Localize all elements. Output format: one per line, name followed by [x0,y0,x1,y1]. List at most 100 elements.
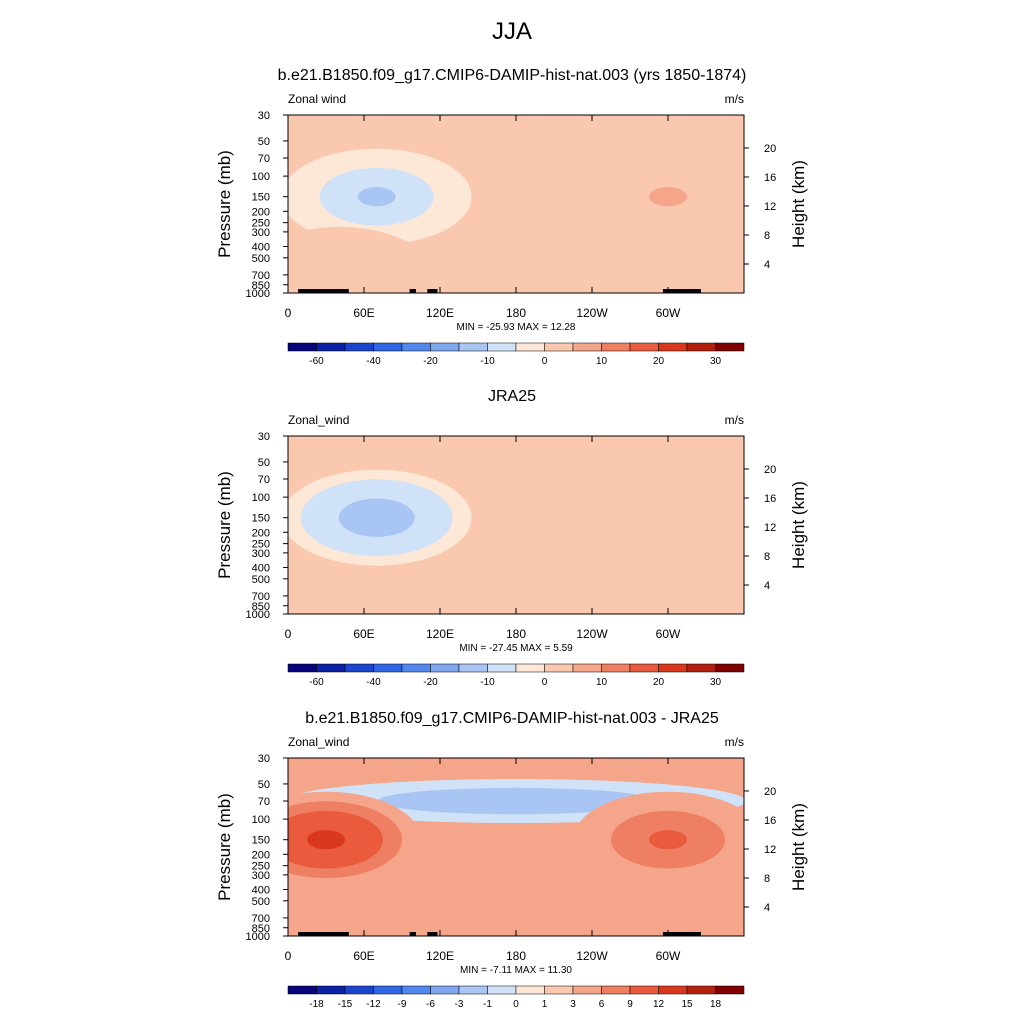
y-tick-label: 70 [258,796,270,808]
y-tick-label: 50 [258,457,270,469]
y2-axis-label: Height (km) [789,160,808,248]
y-tick-label: 300 [252,227,270,239]
colorbar-box [287,663,317,673]
topography [298,932,349,936]
colorbar-box [515,342,545,352]
contour-field [288,758,744,936]
colorbar-box [316,985,346,995]
min-max-text: MIN = -7.11 MAX = 11.30 [460,965,572,976]
y-tick-label: 250 [252,861,270,873]
colorbar-label: -40 [366,677,381,688]
y2-tick-label: 12 [764,844,776,856]
colorbar-label: 15 [681,999,693,1010]
contour-band [649,187,687,207]
panel-title: b.e21.B1850.f09_g17.CMIP6-DAMIP-hist-nat… [305,710,719,727]
colorbar-label: 18 [710,999,722,1010]
x-tick-label: 60E [353,949,374,963]
topography [427,932,438,936]
y-tick-label: 70 [258,153,270,165]
y-tick-label: 150 [252,192,270,204]
y2-tick-label: 20 [764,786,776,798]
colorbar-box [287,342,317,352]
y-axis-label: Pressure (mb) [215,793,234,901]
colorbar-box [572,663,602,673]
colorbar-label: -20 [423,677,438,688]
colorbar-box [686,342,716,352]
y-tick-label: 500 [252,896,270,908]
x-tick-label: 0 [285,627,292,641]
colorbar-box [373,985,403,995]
y-tick-label: 500 [252,574,270,586]
colorbar-label: -20 [423,356,438,367]
x-tick-label: 120W [576,306,608,320]
colorbar-box [715,985,745,995]
colorbar-box [658,985,688,995]
y-tick-label: 1000 [246,288,270,300]
y-tick-label: 400 [252,884,270,896]
colorbar-label: -60 [309,356,324,367]
y-tick-label: 700 [252,270,270,282]
y-tick-label: 400 [252,241,270,253]
colorbar-label: 6 [599,999,605,1010]
y2-tick-label: 20 [764,464,776,476]
x-tick-label: 120W [576,627,608,641]
colorbar-label: 0 [542,677,548,688]
y-tick-label: 1000 [246,931,270,943]
contour-band [547,496,586,516]
colorbar-box [601,663,631,673]
contour-field [288,436,744,614]
colorbar-box [458,985,488,995]
y2-tick-label: 12 [764,201,776,213]
colorbar-label: 9 [627,999,633,1010]
y-tick-label: 100 [252,171,270,183]
y-tick-label: 400 [252,562,270,574]
x-tick-label: 120E [426,949,454,963]
colorbar-box [658,342,688,352]
y2-tick-label: 16 [764,172,776,184]
x-tick-label: 60E [353,627,374,641]
colorbar-box [544,663,574,673]
colorbar-box [629,663,659,673]
units-label: m/s [725,92,744,106]
colorbar-label: 20 [653,677,665,688]
y2-tick-label: 4 [764,580,770,592]
chart-panel-model: b.e21.B1850.f09_g17.CMIP6-DAMIP-hist-nat… [215,67,808,367]
colorbar-box [515,985,545,995]
colorbar-box [373,663,403,673]
colorbar-label: -12 [366,999,381,1010]
colorbar-box [715,663,745,673]
colorbar-box [401,985,431,995]
variable-label: Zonal_wind [288,413,349,427]
colorbar-box [401,342,431,352]
contour-band [470,796,562,806]
contour-band [357,187,396,207]
y2-tick-label: 8 [764,873,770,885]
colorbar-box [458,663,488,673]
colorbar-label: 3 [570,999,576,1010]
topography [409,932,416,936]
x-tick-label: 60W [656,627,681,641]
contour-band [649,830,687,850]
topography [662,932,701,936]
colorbar-box [344,663,374,673]
x-tick-label: 0 [285,949,292,963]
y2-tick-label: 8 [764,230,770,242]
colorbar-label: 30 [710,356,722,367]
y-tick-label: 200 [252,849,270,861]
x-tick-label: 0 [285,306,292,320]
colorbar-box [544,985,574,995]
y-tick-label: 30 [258,110,270,122]
colorbar-label: -3 [455,999,464,1010]
y-tick-label: 250 [252,218,270,230]
y-tick-label: 150 [252,835,270,847]
colorbar-box [344,342,374,352]
colorbar-label: 10 [596,356,608,367]
y-tick-label: 500 [252,253,270,265]
colorbar-label: 0 [542,356,548,367]
colorbar-box [344,985,374,995]
x-tick-label: 180 [506,306,526,320]
colorbar-box [686,985,716,995]
x-tick-label: 180 [506,949,526,963]
y-tick-label: 200 [252,206,270,218]
page-title: JJA [491,18,532,45]
